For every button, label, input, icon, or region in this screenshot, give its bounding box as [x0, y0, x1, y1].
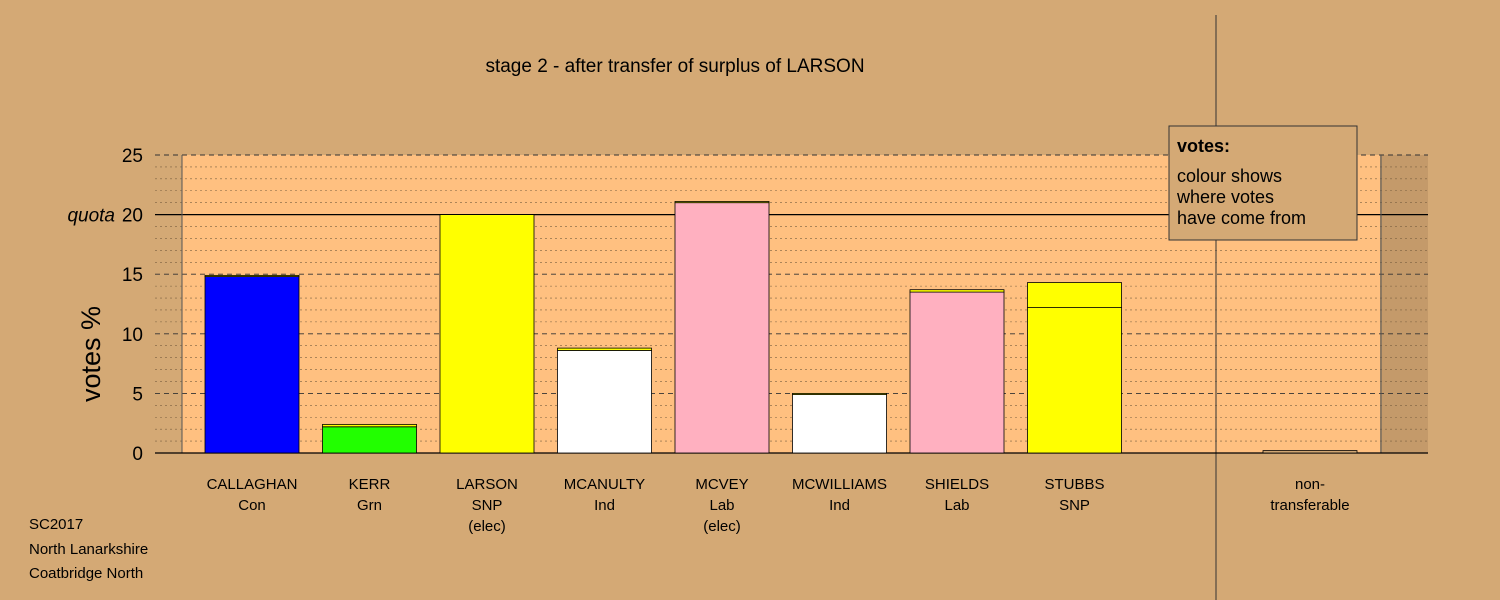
y-tick-label: 20: [122, 206, 143, 227]
candidate-name-label: MCVEY: [695, 476, 748, 493]
footer-ward: Coatbridge North: [29, 565, 144, 582]
candidate-name-label: MCANULTY: [564, 476, 645, 493]
y-axis-label: votes %: [76, 306, 106, 402]
bars: [204, 201, 1122, 454]
candidate-party-label: SNP: [1059, 497, 1090, 514]
candidate-status-label: (elec): [468, 518, 506, 535]
candidate-name-label: MCWILLIAMS: [792, 476, 887, 493]
bar-segment: [792, 392, 887, 395]
bar-segment: [1027, 282, 1122, 308]
candidate-name-label: CALLAGHAN: [207, 476, 298, 493]
candidate-party-label: Ind: [594, 497, 615, 514]
bar-segment: [322, 426, 417, 454]
bar-segment: [204, 276, 300, 454]
candidate-name-label: SHIELDS: [925, 476, 989, 493]
footer-election: SC2017: [29, 516, 84, 533]
bar-segment: [204, 274, 300, 277]
legend-box: [1168, 125, 1358, 241]
candidate-party-label: Ind: [829, 497, 850, 514]
candidate-party-label: Grn: [357, 497, 382, 514]
bar-segment: [322, 423, 417, 428]
candidate-name-label: STUBBS: [1044, 476, 1104, 493]
candidate-party-label: Con: [238, 497, 266, 514]
legend-text: where votes: [1176, 187, 1274, 207]
candidate-party-label: Lab: [944, 497, 969, 514]
bar-segment: [792, 394, 887, 454]
candidate-party-label: SNP: [472, 497, 503, 514]
quota-label: quota: [67, 206, 115, 227]
plot-right-margin: [1380, 155, 1428, 453]
legend-text: have come from: [1177, 208, 1306, 228]
bar-segment: [674, 202, 770, 454]
footer-council: North Lanarkshire: [29, 541, 149, 558]
y-tick-label: 25: [122, 146, 143, 167]
bar-segment: [909, 291, 1005, 454]
nontransferable-label: transferable: [1270, 497, 1349, 514]
legend-title: votes:: [1177, 136, 1230, 156]
nontransferable-label: non-: [1295, 476, 1325, 493]
y-tick-label: 0: [132, 444, 143, 465]
bar-segment: [557, 347, 652, 351]
y-tick-label: 15: [122, 265, 143, 286]
category-labels: CALLAGHAN Con KERR Grn LARSON SNP (elec) MCANUL…: [207, 476, 1105, 535]
legend-text: colour shows: [1177, 166, 1282, 186]
bar-segment: [439, 214, 535, 454]
bar-segment: [557, 350, 652, 454]
candidate-name-label: LARSON: [456, 476, 518, 493]
candidate-name-label: KERR: [349, 476, 391, 493]
chart-title: stage 2 - after transfer of surplus of L…: [485, 56, 864, 77]
nontransferable-bar: [1262, 450, 1358, 454]
y-axis: 0 5 10 15 20 25 quota: [67, 146, 143, 465]
y-tick-label: 5: [132, 384, 143, 405]
candidate-party-label: Lab: [709, 497, 734, 514]
bar-segment: [674, 201, 770, 204]
candidate-status-label: (elec): [703, 518, 741, 535]
nontransferable-group: non-transferable: [1262, 450, 1358, 514]
bar-segment: [1027, 307, 1122, 454]
y-tick-label: 10: [122, 325, 143, 346]
bar-segment: [909, 289, 1005, 293]
